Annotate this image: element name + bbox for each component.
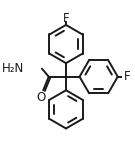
Text: F: F bbox=[124, 70, 131, 83]
Text: O: O bbox=[36, 91, 46, 104]
Text: F: F bbox=[63, 12, 69, 25]
Text: H₂N: H₂N bbox=[2, 62, 24, 75]
